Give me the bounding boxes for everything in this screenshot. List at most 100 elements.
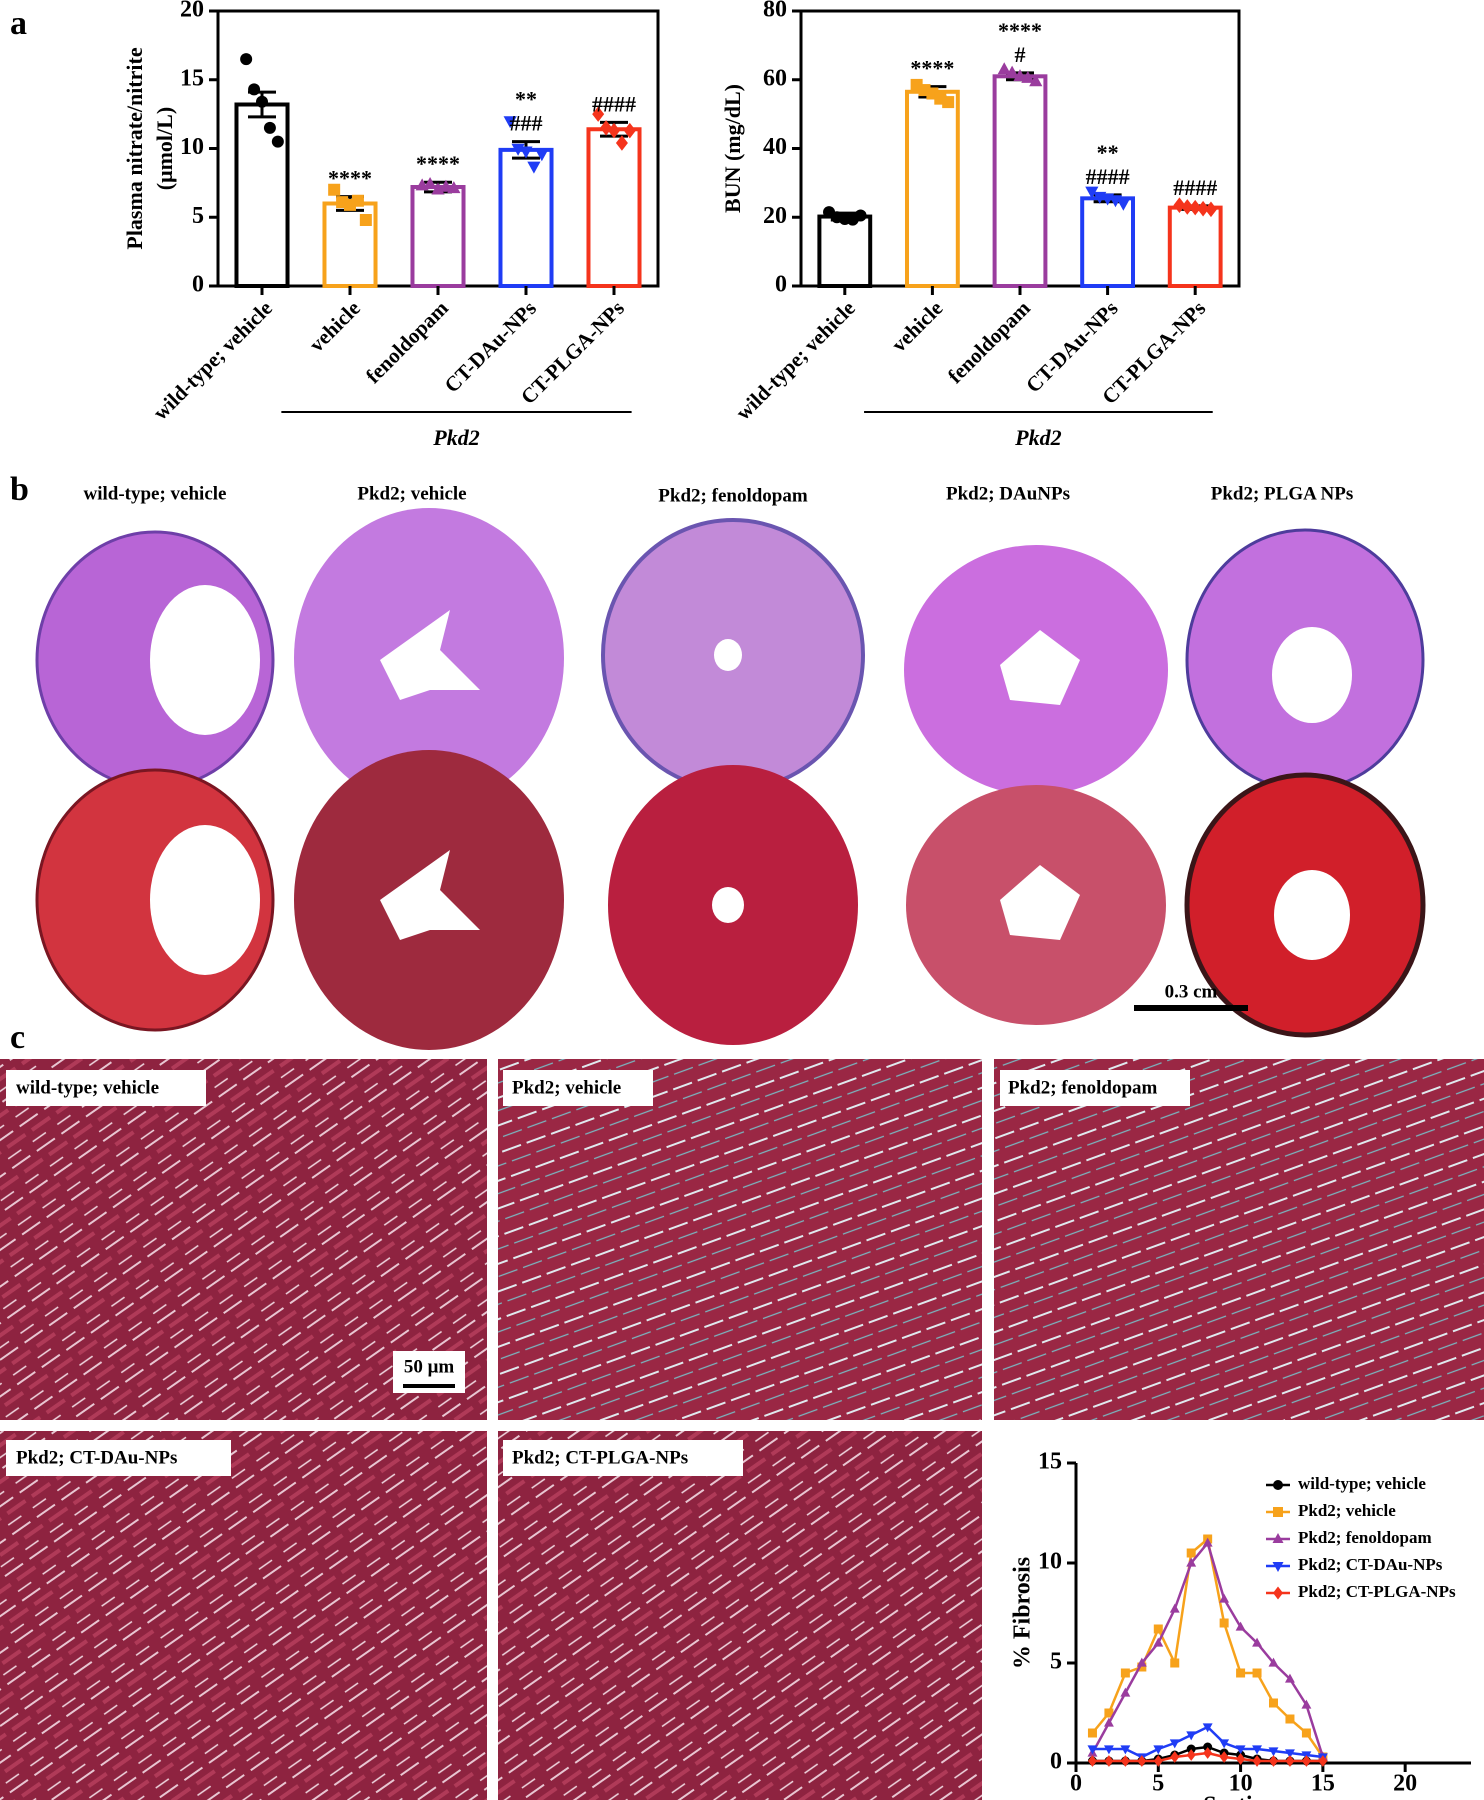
- data-point: [1103, 1717, 1114, 1727]
- data-point: [1186, 1749, 1196, 1761]
- data-point: [623, 122, 636, 139]
- data-point: [1268, 1747, 1279, 1757]
- bar: [410, 185, 466, 288]
- data-point: [1202, 1723, 1213, 1733]
- y-tick-label: 0: [192, 272, 204, 298]
- significance-label: ####: [592, 91, 636, 116]
- y-axis-label: (μmol/L): [152, 107, 177, 190]
- data-point: [1236, 1753, 1246, 1765]
- significance-label: **: [1097, 140, 1119, 165]
- data-point: [1104, 1708, 1114, 1718]
- data-point: [439, 179, 453, 192]
- data-point: [1186, 1548, 1196, 1558]
- data-point: [328, 183, 341, 196]
- panel-label: a: [10, 5, 27, 42]
- data-point: [423, 177, 437, 190]
- data-point: [942, 96, 955, 109]
- y-tick-label: 5: [1050, 1649, 1062, 1675]
- data-point: [1136, 1657, 1147, 1667]
- section-label: Pkd2; vehicle: [357, 483, 466, 504]
- data-point: [1170, 1658, 1180, 1668]
- data-point: [1252, 1668, 1262, 1678]
- significance-label: #: [1015, 42, 1026, 67]
- data-point: [1197, 200, 1210, 217]
- bar: [992, 74, 1048, 288]
- y-tick-label: 60: [763, 65, 787, 91]
- x-tick-label: 5: [1152, 1771, 1164, 1797]
- y-tick-label: 0: [1050, 1749, 1062, 1775]
- data-point: [1087, 1745, 1098, 1755]
- bar: [586, 127, 642, 288]
- micrograph-label: Pkd2; fenoldopam: [1008, 1077, 1158, 1098]
- data-point: [1318, 1755, 1328, 1767]
- data-point: [1219, 1751, 1229, 1763]
- significance-label: ####: [1086, 164, 1130, 189]
- x-axis-label: Section: [1203, 1793, 1278, 1800]
- x-tick-label: 0: [1070, 1771, 1082, 1797]
- data-point: [1029, 74, 1043, 87]
- legend-swatch: [1272, 1562, 1284, 1572]
- data-point: [1219, 1618, 1229, 1628]
- data-point: [1285, 1749, 1295, 1759]
- legend-swatch: [1273, 1507, 1283, 1517]
- data-point: [535, 149, 549, 162]
- panel-label: b: [10, 471, 29, 508]
- y-axis-label: BUN (mg/dL): [720, 84, 745, 213]
- y-tick-label: 80: [763, 0, 787, 23]
- bar: [904, 89, 960, 288]
- data-point: [1169, 1603, 1180, 1613]
- data-point: [256, 95, 268, 108]
- bar: [234, 102, 290, 288]
- data-point: [1137, 1755, 1147, 1767]
- data-point: [1021, 70, 1035, 83]
- data-point: [1103, 1745, 1114, 1755]
- data-point: [1087, 1728, 1097, 1738]
- data-point: [1153, 1745, 1164, 1755]
- section-label: Pkd2; PLGA NPs: [1211, 483, 1354, 504]
- data-point: [527, 161, 541, 174]
- data-point: [1285, 1673, 1295, 1683]
- data-point: [1186, 1744, 1196, 1754]
- y-tick-label: 40: [763, 134, 787, 160]
- data-point: [1170, 1751, 1180, 1763]
- data-point: [1153, 1755, 1163, 1767]
- y-axis-label: Plasma nitrate/nitrite: [122, 47, 147, 249]
- data-point: [608, 122, 620, 139]
- data-point: [1116, 198, 1130, 211]
- data-point: [997, 62, 1011, 75]
- data-point: [1120, 1687, 1131, 1697]
- data-point: [503, 116, 517, 129]
- significance-label: ****: [416, 151, 460, 176]
- y-axis-label: % Fibrosis: [1010, 1557, 1036, 1669]
- bar: [1080, 196, 1136, 288]
- micrograph-label: Pkd2; vehicle: [512, 1077, 621, 1098]
- data-point: [1252, 1755, 1262, 1767]
- data-point: [592, 106, 605, 122]
- y-tick-label: 5: [192, 203, 204, 229]
- data-point: [1005, 65, 1019, 78]
- section-label: Pkd2; DAuNPs: [946, 483, 1070, 504]
- data-point: [359, 214, 372, 226]
- data-point: [1087, 1755, 1097, 1767]
- data-point: [351, 194, 364, 207]
- micrograph-label: wild-type; vehicle: [16, 1077, 159, 1098]
- data-point: [1153, 1637, 1164, 1647]
- y-tick-label: 15: [1038, 1449, 1062, 1475]
- legend-swatch: [1273, 1480, 1283, 1490]
- significance-label: ****: [910, 56, 954, 81]
- data-point: [1269, 1698, 1278, 1708]
- data-point: [1203, 1747, 1213, 1759]
- data-point: [1186, 1731, 1197, 1741]
- x-tick-label: vehicle: [304, 296, 365, 357]
- data-point: [1186, 1557, 1197, 1567]
- y-tick-label: 15: [180, 65, 204, 91]
- micrographs: [0, 1059, 1484, 1800]
- data-point: [1120, 1668, 1130, 1678]
- data-point: [1202, 1537, 1213, 1547]
- scale-bar-label: 50 μm: [404, 1356, 455, 1377]
- group-label: Pkd2: [432, 425, 479, 450]
- group-label: Pkd2: [1014, 425, 1061, 450]
- data-point: [1301, 1699, 1312, 1709]
- data-point: [1120, 1755, 1130, 1767]
- x-tick-label: vehicle: [887, 296, 948, 357]
